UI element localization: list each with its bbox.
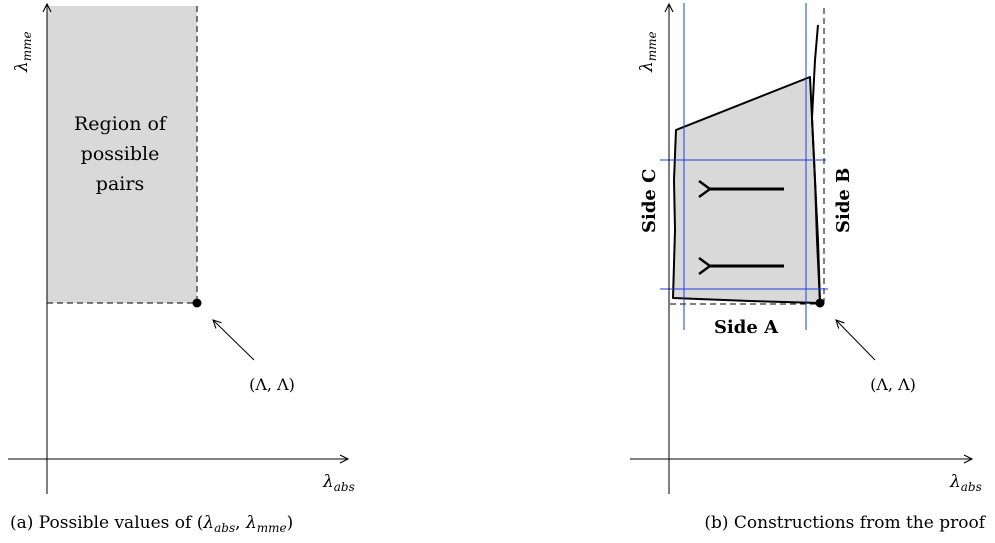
side-b-curve [810, 24, 821, 304]
region-label-line3: pairs [96, 173, 144, 195]
point-label: (Λ, Λ) [249, 375, 295, 394]
point-pointer-arrow-b [836, 320, 876, 361]
panel-a: λmme λabs Region of possible pairs (Λ, Λ… [8, 4, 355, 535]
panel-b: λmme λabs Side C Side B Side A (Λ, Λ) (b… [630, 3, 987, 533]
side-b-label: Side B [833, 168, 854, 233]
caption-a: (a) Possible values of (λabs, λmme) [10, 513, 293, 535]
point-label-b: (Λ, Λ) [870, 375, 916, 394]
corner-point-b [815, 298, 825, 308]
side-c-label: Side C [639, 169, 660, 233]
y-axis-label-b: λmme [637, 31, 659, 73]
region-label-line1: Region of [74, 113, 168, 135]
point-pointer-arrow [213, 320, 255, 361]
possible-pairs-region [47, 6, 197, 303]
caption-b: (b) Constructions from the proof [704, 513, 986, 533]
corner-point [192, 298, 202, 308]
x-axis-label: λabs [322, 472, 355, 494]
side-a-label: Side A [714, 317, 779, 338]
y-axis-label: λmme [12, 31, 34, 73]
x-axis-label-b: λabs [949, 472, 982, 494]
region-label-line2: possible [81, 143, 160, 165]
